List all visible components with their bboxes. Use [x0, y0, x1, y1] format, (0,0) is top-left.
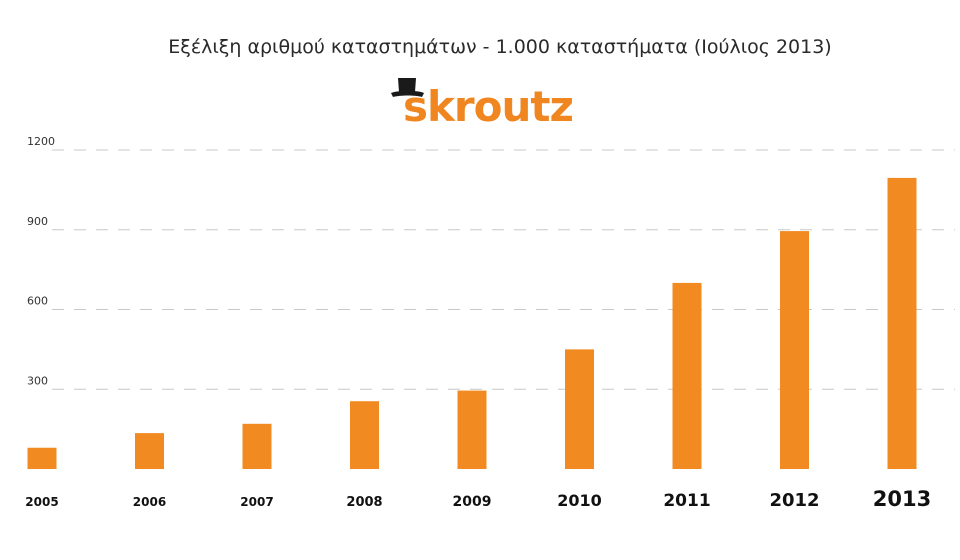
bar-2013	[887, 177, 917, 469]
y-tick-label: 300	[27, 374, 48, 387]
chart-title: Εξέλιξη αριθμού καταστημάτων - 1.000 κατ…	[168, 36, 832, 58]
x-tick-label-2011: 2011	[663, 491, 710, 511]
bar-2005	[27, 447, 57, 469]
skroutz-logo: skroutz	[388, 74, 588, 134]
logo-text: skroutz	[403, 82, 574, 131]
x-tick-label-2008: 2008	[346, 495, 382, 510]
top-hat-icon	[391, 78, 424, 97]
y-tick-label: 600	[27, 295, 48, 308]
bar-2008	[350, 401, 379, 469]
x-tick-label-2007: 2007	[240, 495, 273, 509]
x-tick-label-2012: 2012	[769, 490, 819, 511]
x-tick-label-2005: 2005	[25, 495, 58, 509]
bar-2009	[457, 390, 487, 469]
y-tick-label: 900	[27, 215, 48, 228]
bar-2010	[565, 349, 594, 469]
x-tick-label-2010: 2010	[557, 491, 602, 510]
bar-2011	[672, 282, 702, 469]
bar-2007	[242, 423, 272, 469]
x-tick-label-2009: 2009	[453, 494, 492, 510]
x-tick-label-2013: 2013	[873, 487, 931, 511]
bar-2006	[135, 433, 164, 469]
bar-2012	[780, 231, 809, 469]
y-tick-label: 1200	[27, 135, 55, 148]
x-tick-label-2006: 2006	[133, 495, 166, 509]
